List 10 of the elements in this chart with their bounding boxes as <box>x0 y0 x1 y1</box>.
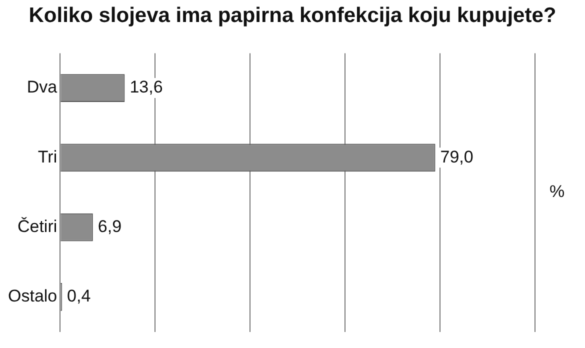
y-tick-label: Četiri <box>17 217 58 236</box>
data-label: 6,9 <box>98 217 122 236</box>
y-tick-label: Ostalo <box>8 286 58 306</box>
y2-axis-title: % <box>549 182 565 202</box>
y-tick-label: Tri <box>38 147 58 166</box>
chart-title: Koliko slojeva ima papirna konfekcija koju kupujete? <box>28 4 558 28</box>
data-label: 0,4 <box>67 286 91 306</box>
data-label: 79,0 <box>440 147 474 166</box>
data-label: 13,6 <box>130 78 163 97</box>
y-tick-label: Dva <box>26 78 58 97</box>
